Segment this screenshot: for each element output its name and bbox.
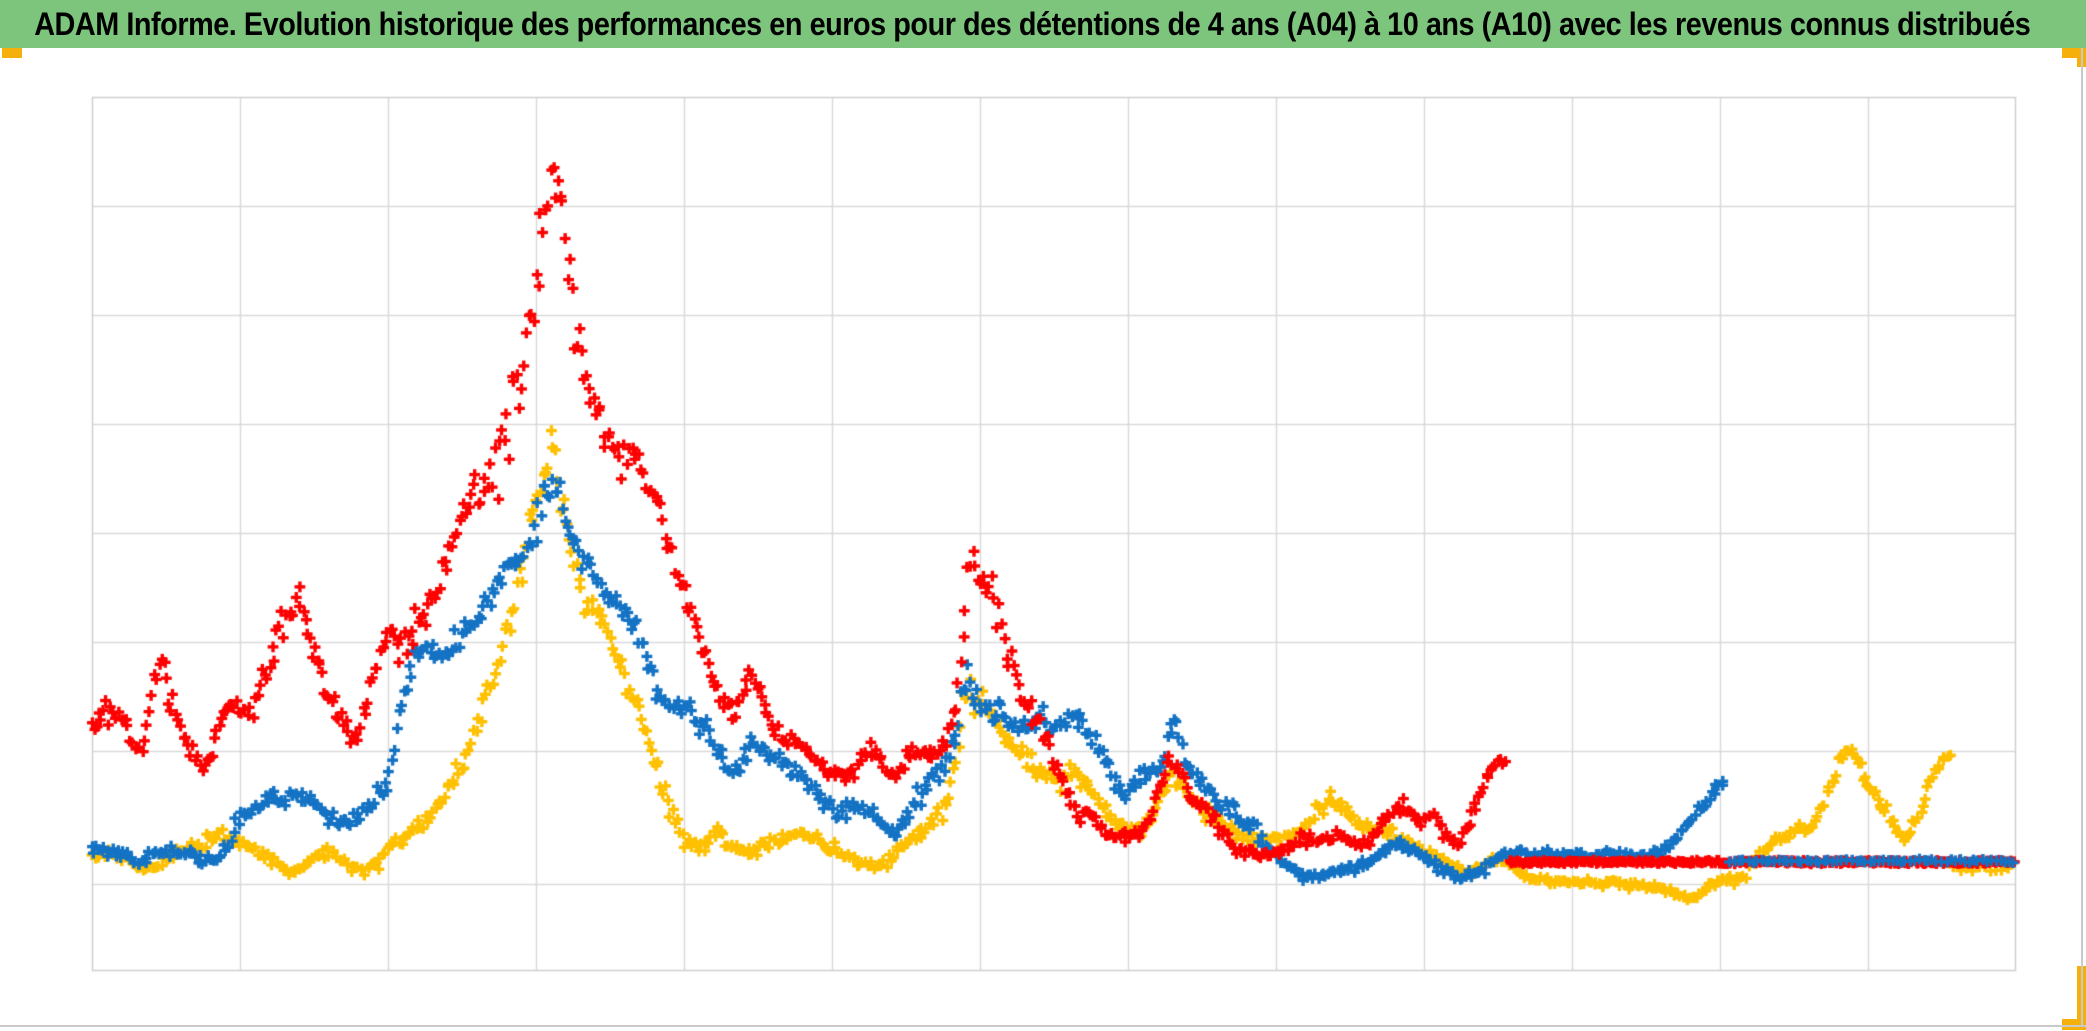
performance-scatter-chart[interactable] [0,0,2086,1031]
